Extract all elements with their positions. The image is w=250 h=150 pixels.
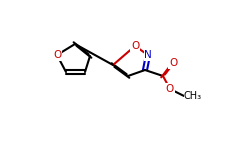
Text: O: O (169, 58, 177, 68)
Text: CH₃: CH₃ (184, 91, 202, 101)
Text: O: O (166, 84, 174, 94)
Text: O: O (131, 41, 139, 51)
Text: N: N (144, 50, 152, 60)
Text: O: O (53, 50, 61, 60)
